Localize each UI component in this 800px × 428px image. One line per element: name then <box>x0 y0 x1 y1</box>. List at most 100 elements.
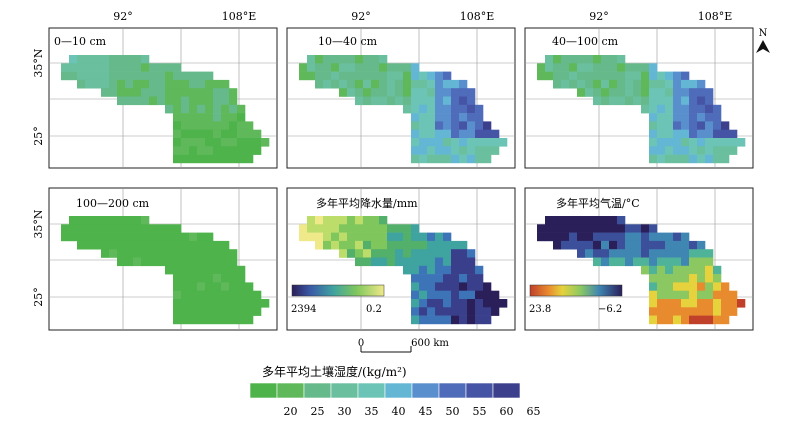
map-cell <box>331 71 340 81</box>
map-cell <box>339 249 348 258</box>
panel-temperature: 多年平均气温/°C 23.8 −6.2 <box>524 187 754 331</box>
map-cell <box>61 71 70 81</box>
map-cell <box>363 216 372 225</box>
map-cell <box>213 121 222 130</box>
map-cell <box>427 129 436 139</box>
map-cell <box>371 63 380 72</box>
map-cell <box>101 55 110 64</box>
map-cell <box>665 88 674 97</box>
map-cell <box>665 129 674 139</box>
map-cell <box>117 63 126 72</box>
map-cell <box>395 71 404 81</box>
map-cell <box>593 257 602 267</box>
map-cell <box>443 104 452 114</box>
map-cell <box>419 88 428 97</box>
map-cell <box>173 299 182 308</box>
map-cell <box>173 79 182 89</box>
panel-precipitation: 多年平均降水量/mm 2394 0.2 <box>286 187 516 331</box>
map-cell <box>467 154 476 164</box>
map-cell <box>379 63 388 72</box>
map-cell <box>705 104 714 114</box>
map-cell <box>403 104 412 114</box>
map-cell <box>721 146 730 155</box>
map-cell <box>553 224 562 233</box>
map-cell <box>307 55 316 64</box>
map-cell <box>229 257 238 267</box>
map-cell <box>545 71 554 81</box>
lon-label-92: 92° <box>351 10 371 23</box>
map-cell <box>245 154 254 164</box>
map-cell <box>641 63 650 72</box>
map-cell <box>411 265 420 275</box>
map-cell <box>617 55 626 64</box>
map-cell <box>237 315 246 325</box>
map-cell <box>561 216 570 225</box>
map-cell <box>85 216 94 225</box>
map-cell <box>363 232 372 242</box>
map-cell <box>205 265 214 275</box>
map-cell <box>149 240 158 250</box>
map-cell <box>491 138 500 147</box>
map-cell <box>665 121 674 130</box>
map-cell <box>189 113 198 122</box>
map-cell <box>705 96 714 106</box>
map-cell <box>569 63 578 72</box>
map-cell <box>657 299 666 308</box>
map-cell <box>149 88 158 97</box>
map-cell <box>475 282 484 291</box>
map-cell <box>411 232 420 242</box>
map-cell <box>705 146 714 155</box>
map-cell <box>213 240 222 250</box>
map-cell <box>697 88 706 97</box>
map-cell <box>173 315 182 325</box>
legend-tick-label: 20 <box>284 405 298 418</box>
map-cell <box>371 216 380 225</box>
map-cell <box>387 79 396 89</box>
map-cell <box>205 104 214 114</box>
map-cell <box>617 224 626 233</box>
map-cell <box>411 63 420 72</box>
map-cell <box>451 257 460 267</box>
map-cell <box>315 79 324 89</box>
basin-map <box>61 55 270 164</box>
map-cell <box>125 63 134 72</box>
map-cell <box>117 55 126 64</box>
map-cell <box>665 315 674 325</box>
map-cell <box>387 240 396 250</box>
map-cell <box>697 299 706 308</box>
map-cell <box>649 129 658 139</box>
map-cell <box>181 146 190 155</box>
map-cell <box>125 88 134 97</box>
map-cell <box>165 257 174 267</box>
map-cell <box>141 79 150 89</box>
map-cell <box>443 129 452 139</box>
map-cell <box>173 146 182 155</box>
map-cell <box>189 232 198 242</box>
map-cell <box>475 138 484 147</box>
map-cell <box>189 79 198 89</box>
map-cell <box>681 282 690 291</box>
map-cell <box>189 121 198 130</box>
map-cell <box>545 232 554 242</box>
map-cell <box>237 265 246 275</box>
legend-tick-label: 25 <box>311 405 325 418</box>
map-cell <box>435 121 444 130</box>
map-cell <box>561 232 570 242</box>
map-cell <box>197 79 206 89</box>
map-cell <box>125 257 134 267</box>
map-cell <box>657 71 666 81</box>
map-cell <box>427 96 436 106</box>
map-cell <box>229 104 238 114</box>
map-cell <box>713 282 722 291</box>
map-cell <box>323 63 332 72</box>
map-cell <box>403 232 412 242</box>
map-cell <box>173 240 182 250</box>
legend-swatch <box>438 382 467 399</box>
map-cell <box>347 71 356 81</box>
map-cell <box>673 274 682 283</box>
map-cell <box>133 249 142 258</box>
map-cell <box>443 299 452 308</box>
map-cell <box>299 232 308 242</box>
map-cell <box>593 232 602 242</box>
